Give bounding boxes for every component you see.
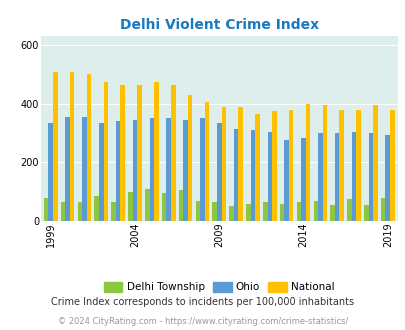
Bar [368, 133, 372, 221]
Bar [178, 190, 183, 221]
Text: Crime Index corresponds to incidents per 100,000 inhabitants: Crime Index corresponds to incidents per… [51, 297, 354, 307]
Bar [334, 133, 339, 221]
Bar [284, 141, 288, 221]
Title: Delhi Violent Crime Index: Delhi Violent Crime Index [119, 18, 318, 32]
Bar [137, 85, 141, 221]
Bar [233, 129, 238, 221]
Bar [216, 123, 221, 221]
Bar [317, 133, 322, 221]
Bar [195, 201, 200, 221]
Text: © 2024 CityRating.com - https://www.cityrating.com/crime-statistics/: © 2024 CityRating.com - https://www.city… [58, 317, 347, 326]
Bar [351, 132, 356, 221]
Bar [149, 118, 154, 221]
Bar [94, 196, 99, 221]
Bar [330, 205, 334, 221]
Bar [262, 202, 267, 221]
Bar [212, 202, 216, 221]
Legend: Delhi Township, Ohio, National: Delhi Township, Ohio, National [99, 278, 338, 297]
Bar [346, 199, 351, 221]
Bar [301, 138, 305, 221]
Bar [238, 107, 242, 221]
Bar [279, 204, 283, 221]
Bar [120, 85, 125, 221]
Bar [87, 75, 91, 221]
Bar [305, 104, 309, 221]
Bar [221, 107, 226, 221]
Bar [132, 120, 137, 221]
Bar [65, 117, 70, 221]
Bar [111, 202, 115, 221]
Bar [183, 120, 188, 221]
Bar [188, 95, 192, 221]
Bar [99, 123, 103, 221]
Bar [313, 201, 317, 221]
Bar [372, 105, 377, 221]
Bar [200, 118, 204, 221]
Bar [61, 202, 65, 221]
Bar [363, 205, 368, 221]
Bar [229, 207, 233, 221]
Bar [48, 123, 53, 221]
Bar [77, 202, 82, 221]
Bar [162, 193, 166, 221]
Bar [296, 202, 301, 221]
Bar [389, 110, 394, 221]
Bar [53, 72, 58, 221]
Bar [255, 114, 259, 221]
Bar [250, 130, 255, 221]
Bar [288, 110, 293, 221]
Bar [356, 110, 360, 221]
Bar [380, 198, 384, 221]
Bar [70, 72, 74, 221]
Bar [82, 117, 87, 221]
Bar [171, 85, 175, 221]
Bar [339, 110, 343, 221]
Bar [128, 192, 132, 221]
Bar [384, 135, 389, 221]
Bar [44, 198, 48, 221]
Bar [166, 118, 171, 221]
Bar [103, 82, 108, 221]
Bar [145, 189, 149, 221]
Bar [245, 204, 250, 221]
Bar [204, 102, 209, 221]
Bar [154, 82, 158, 221]
Bar [271, 111, 276, 221]
Bar [322, 105, 326, 221]
Bar [267, 132, 271, 221]
Bar [115, 121, 120, 221]
